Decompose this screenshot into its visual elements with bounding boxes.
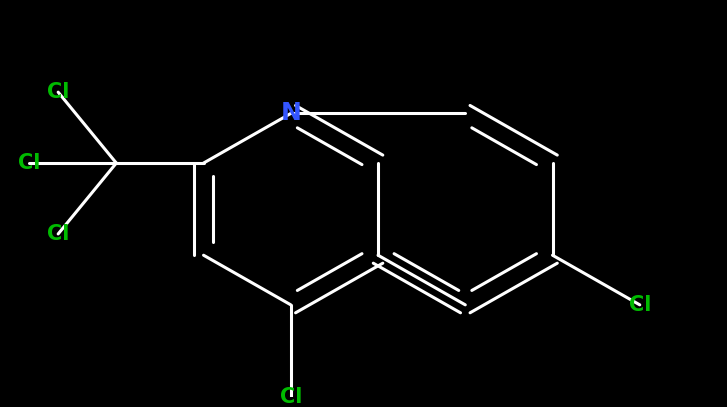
Text: Cl: Cl (47, 224, 69, 244)
Text: N: N (281, 101, 301, 125)
Text: Cl: Cl (18, 153, 40, 173)
Text: Cl: Cl (47, 82, 69, 102)
Text: Cl: Cl (280, 387, 302, 407)
Text: Cl: Cl (629, 295, 651, 315)
